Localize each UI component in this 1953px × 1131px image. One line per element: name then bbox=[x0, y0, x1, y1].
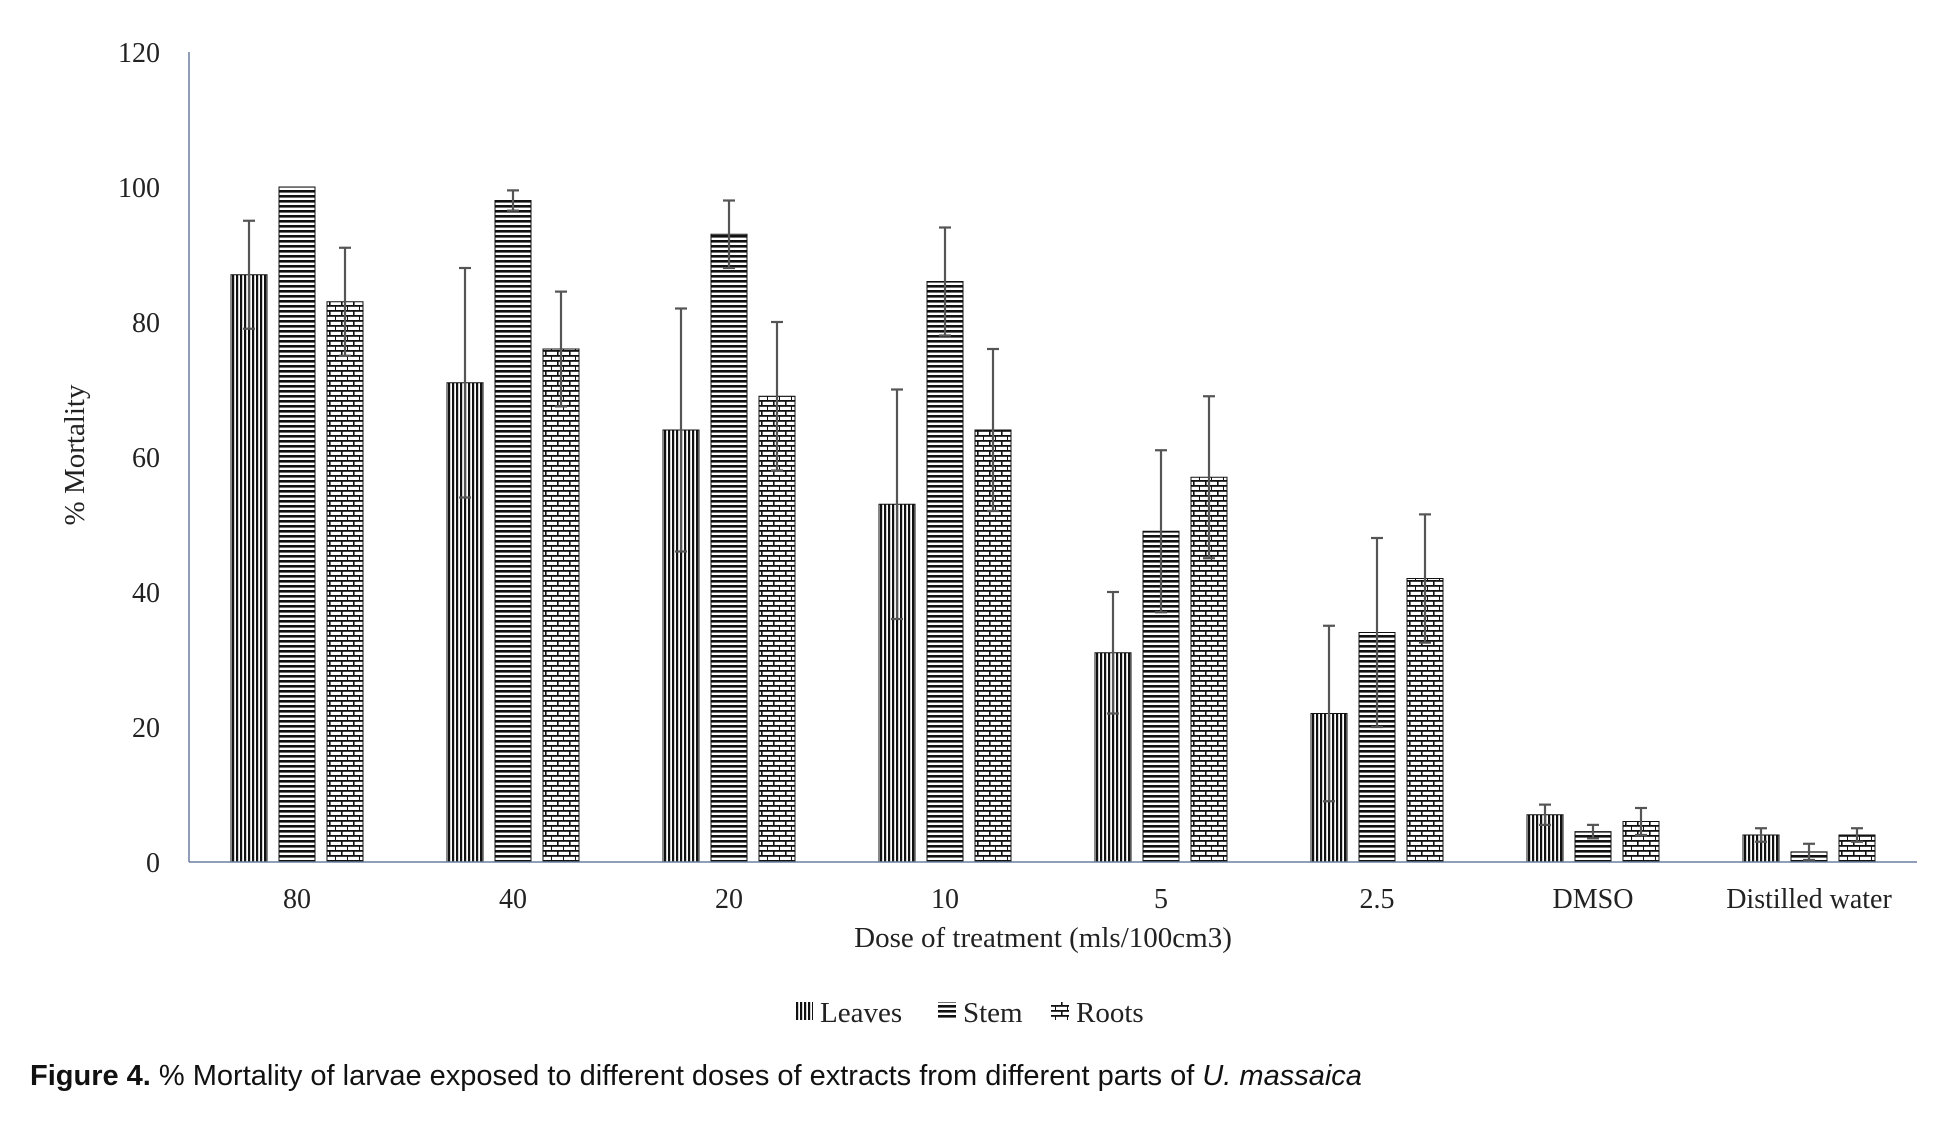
error-bar-stem-4 bbox=[1155, 449, 1167, 614]
error-bar-stem-5 bbox=[1371, 536, 1383, 729]
y-tick-label: 0 bbox=[146, 848, 160, 879]
x-category-label: 80 bbox=[283, 884, 311, 915]
y-tick-label: 60 bbox=[132, 443, 160, 474]
bar-chart: 0 20 40 60 80 100 120 80 40 20 10 5 2.5 DMSO Distilled… bbox=[59, 38, 1917, 1029]
error-bar-leaves-6 bbox=[1539, 803, 1551, 826]
error-bar-leaves-4 bbox=[1107, 590, 1119, 715]
y-tick-label: 40 bbox=[132, 578, 160, 609]
axes bbox=[188, 52, 1917, 863]
y-tick-label: 80 bbox=[132, 308, 160, 339]
error-bar-leaves-3 bbox=[891, 388, 903, 621]
bar-roots-80 bbox=[326, 301, 364, 863]
figure-caption: Figure 4. % Mortality of larvae exposed … bbox=[30, 1060, 1362, 1093]
error-bar-stem-6 bbox=[1587, 823, 1599, 840]
bar-stem-80 bbox=[278, 186, 316, 863]
error-bar-roots-2 bbox=[771, 320, 783, 472]
error-bar-stem-2 bbox=[723, 199, 735, 270]
caption-species: U. massaica bbox=[1202, 1060, 1362, 1092]
error-bar-roots-0 bbox=[339, 246, 351, 357]
caption-label: Figure 4. bbox=[30, 1060, 151, 1092]
bar-leaves-80 bbox=[230, 274, 268, 863]
x-category-label: 40 bbox=[499, 884, 527, 915]
bar-stem-20 bbox=[710, 233, 748, 863]
y-tick-label: 100 bbox=[118, 173, 160, 204]
x-category-label: 20 bbox=[715, 884, 743, 915]
error-bar-roots-7 bbox=[1851, 827, 1863, 843]
legend-swatch-stem bbox=[938, 1002, 956, 1020]
x-category-label: 10 bbox=[931, 884, 959, 915]
bar-roots-20 bbox=[758, 395, 796, 863]
x-category-label: Distilled water bbox=[1726, 884, 1892, 915]
legend-label-stem: Stem bbox=[963, 997, 1023, 1029]
x-category-label: DMSO bbox=[1553, 884, 1634, 915]
error-bar-leaves-7 bbox=[1755, 827, 1767, 843]
error-bar-stem-7 bbox=[1803, 842, 1815, 862]
legend-swatch-leaves bbox=[795, 1002, 813, 1020]
x-category-label: 2.5 bbox=[1360, 884, 1395, 915]
legend-swatch-roots bbox=[1051, 1002, 1069, 1020]
error-bar-leaves-0 bbox=[243, 219, 255, 330]
bars-layer bbox=[230, 186, 1876, 863]
tick-labels: 0 20 40 60 80 100 120 80 40 20 10 5 2.5 DMSO Distilled… bbox=[118, 38, 1892, 915]
error-bar-stem-3 bbox=[939, 226, 951, 337]
bar-stem-40 bbox=[494, 200, 532, 863]
legend: Leaves Stem Roots bbox=[795, 997, 1144, 1029]
error-bar-stem-1 bbox=[507, 189, 519, 212]
error-bar-leaves-5 bbox=[1323, 624, 1335, 803]
bar-leaves-5 bbox=[1094, 652, 1132, 863]
bar-roots-40 bbox=[542, 348, 580, 863]
error-bar-roots-6 bbox=[1635, 806, 1647, 837]
x-category-label: 5 bbox=[1154, 884, 1168, 915]
y-tick-label: 120 bbox=[118, 38, 160, 69]
error-bars-layer bbox=[243, 189, 1863, 862]
error-bar-leaves-1 bbox=[459, 266, 471, 499]
caption-text: % Mortality of larvae exposed to differe… bbox=[150, 1060, 1203, 1092]
y-tick-label: 20 bbox=[132, 713, 160, 744]
error-bar-roots-4 bbox=[1203, 395, 1215, 560]
bar-stem-10 bbox=[926, 281, 964, 863]
error-bar-roots-5 bbox=[1419, 513, 1431, 644]
y-axis-title: % Mortality bbox=[59, 384, 91, 525]
legend-label-roots: Roots bbox=[1076, 997, 1144, 1029]
error-bar-roots-3 bbox=[987, 347, 999, 513]
x-axis-title: Dose of treatment (mls/100cm3) bbox=[854, 922, 1232, 954]
error-bar-leaves-2 bbox=[675, 307, 687, 553]
error-bar-roots-1 bbox=[555, 290, 567, 408]
legend-label-leaves: Leaves bbox=[820, 997, 902, 1029]
